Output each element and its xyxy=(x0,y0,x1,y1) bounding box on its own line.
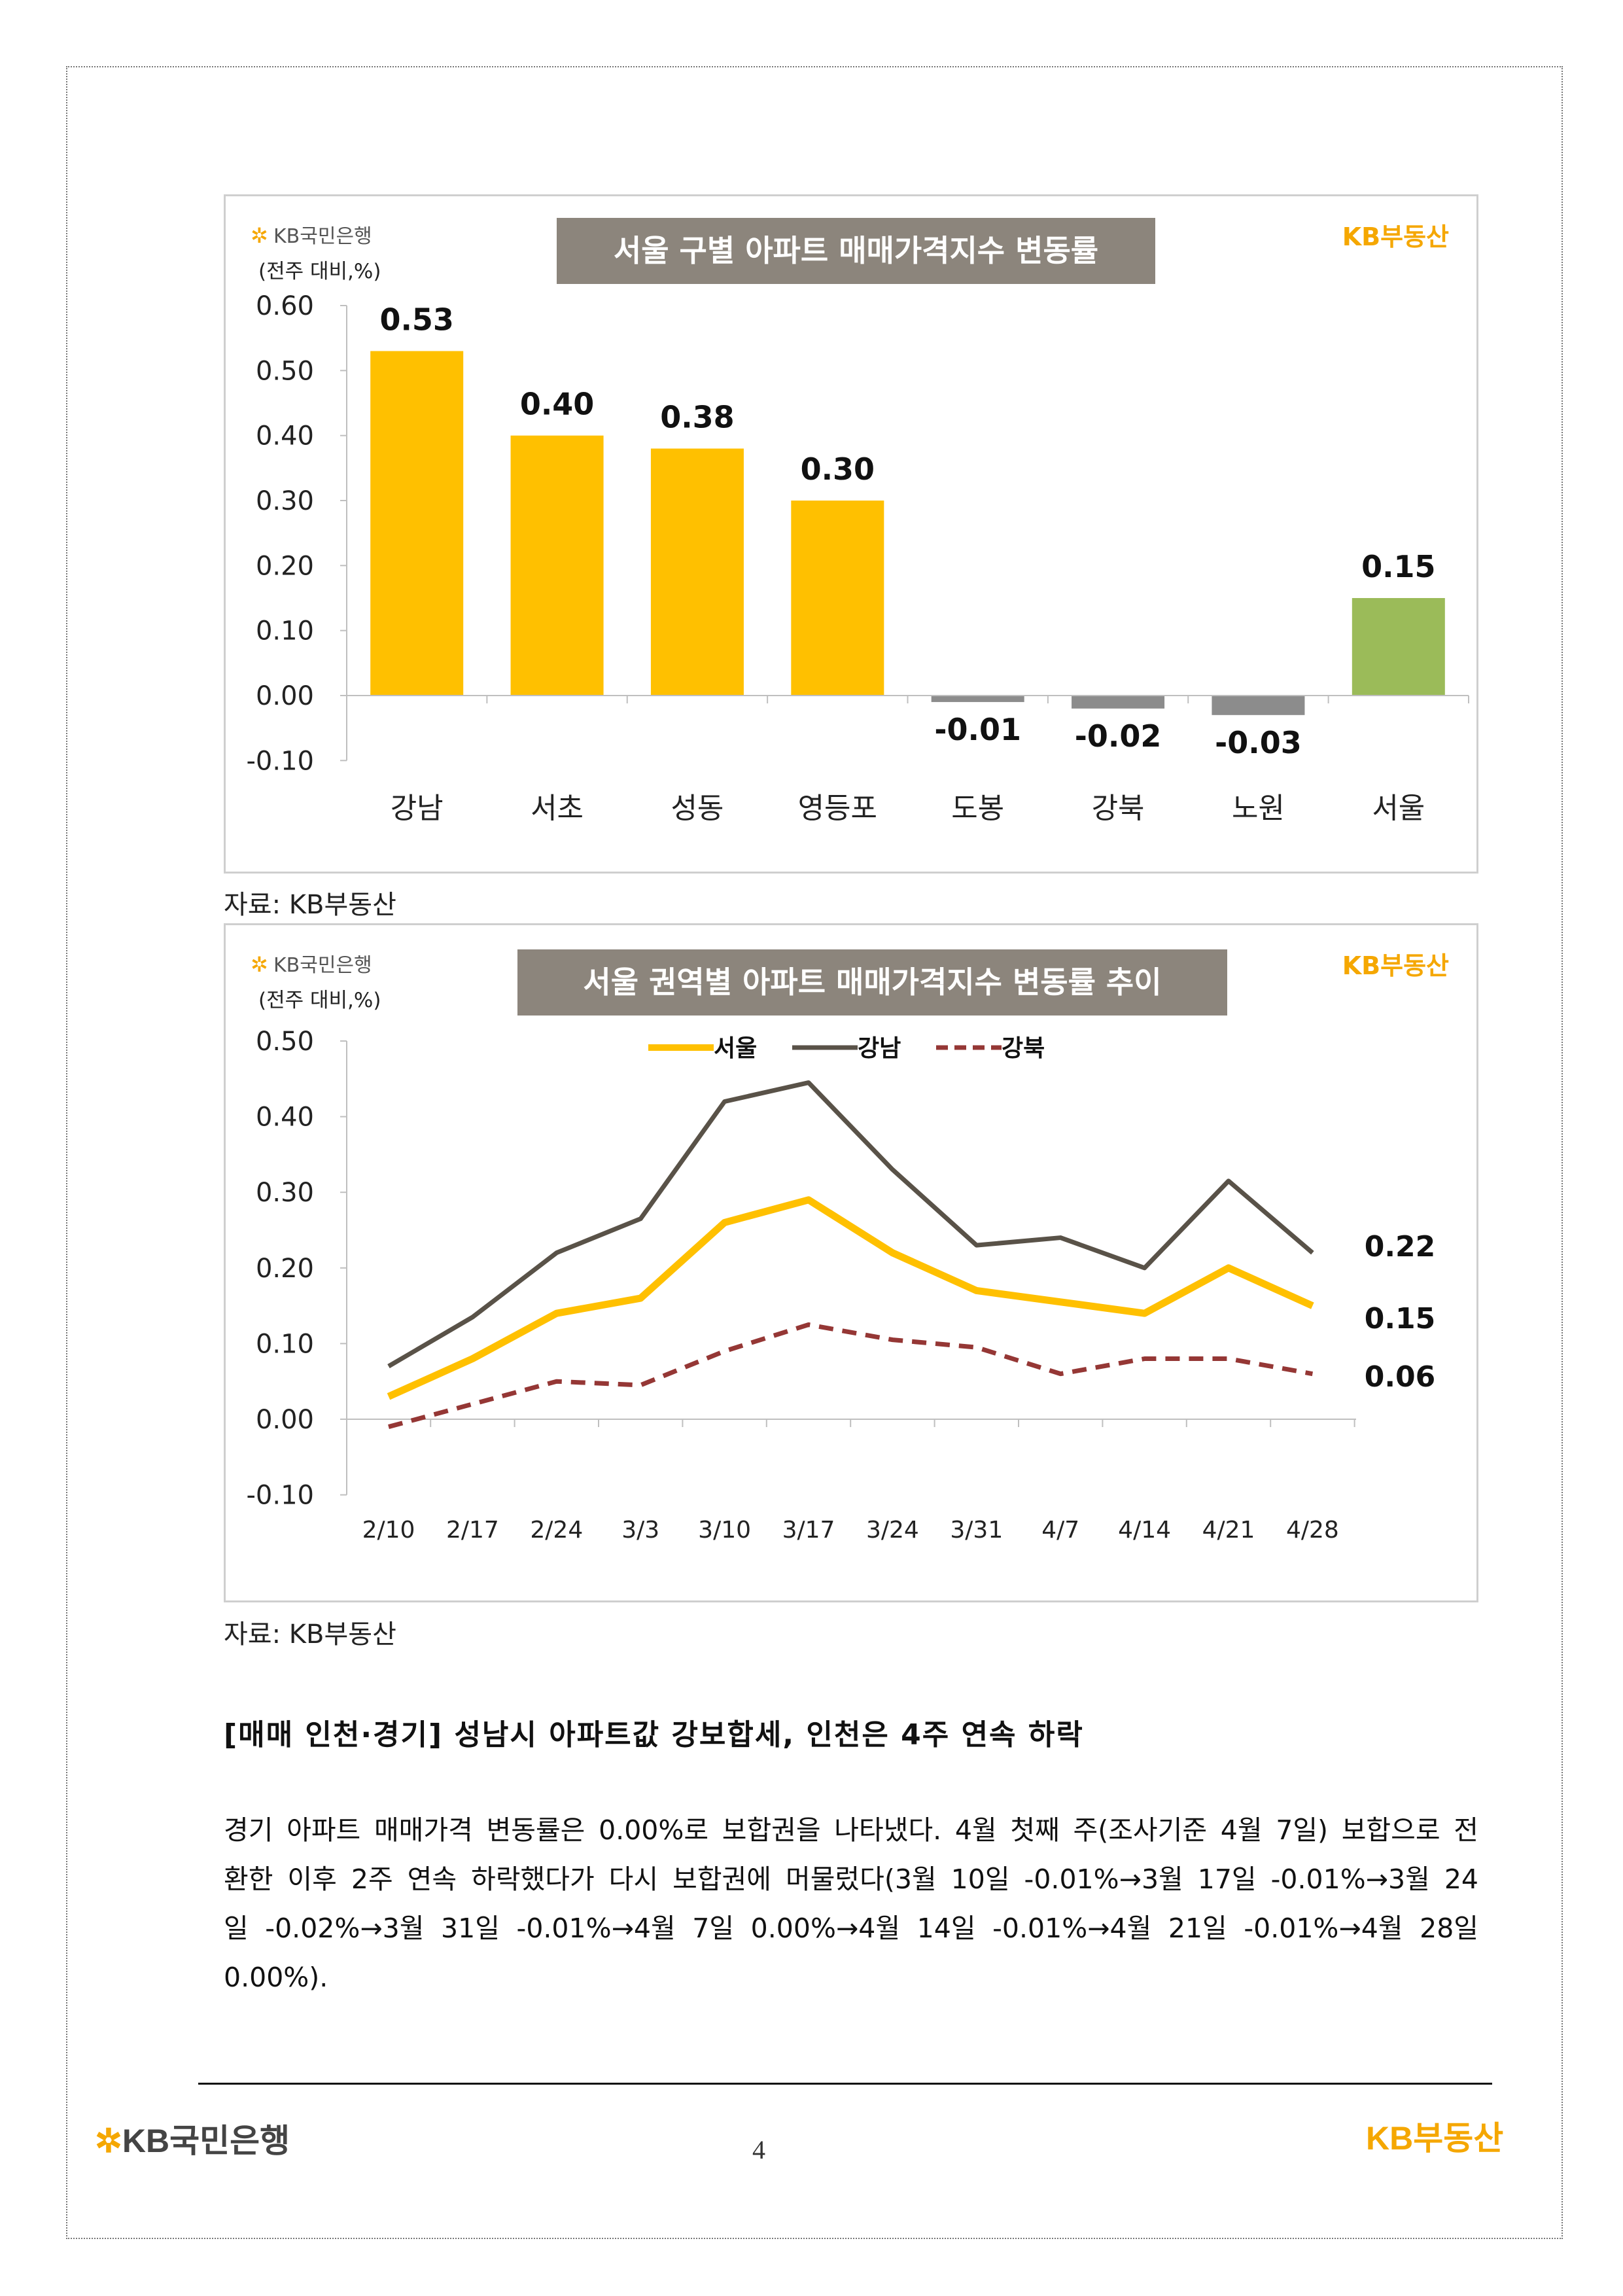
source-note-2: 자료: KB부동산 xyxy=(224,1619,396,1650)
section-paragraph: 경기 아파트 매매가격 변동률은 0.00%로 보합권을 나타냈다. 4월 첫째… xyxy=(224,1814,1478,1993)
page-border xyxy=(66,66,1563,2239)
section-heading: [매매 인천·경기] 성남시 아파트값 강보합세, 인천은 4주 연속 하락 xyxy=(224,1718,1084,1752)
page-number: 4 xyxy=(752,2135,765,2164)
kb-star-icon: ✲ xyxy=(95,2123,122,2159)
source-note-1: 자료: KB부동산 xyxy=(224,890,396,920)
footer-divider xyxy=(198,2083,1492,2085)
line-chart-box xyxy=(224,923,1478,1602)
kb-bank-logo: ✲KB국민은행 xyxy=(95,2123,290,2159)
kb-realestate-logo: KB부동산 xyxy=(1366,2120,1504,2157)
bar-chart-box xyxy=(224,194,1478,874)
